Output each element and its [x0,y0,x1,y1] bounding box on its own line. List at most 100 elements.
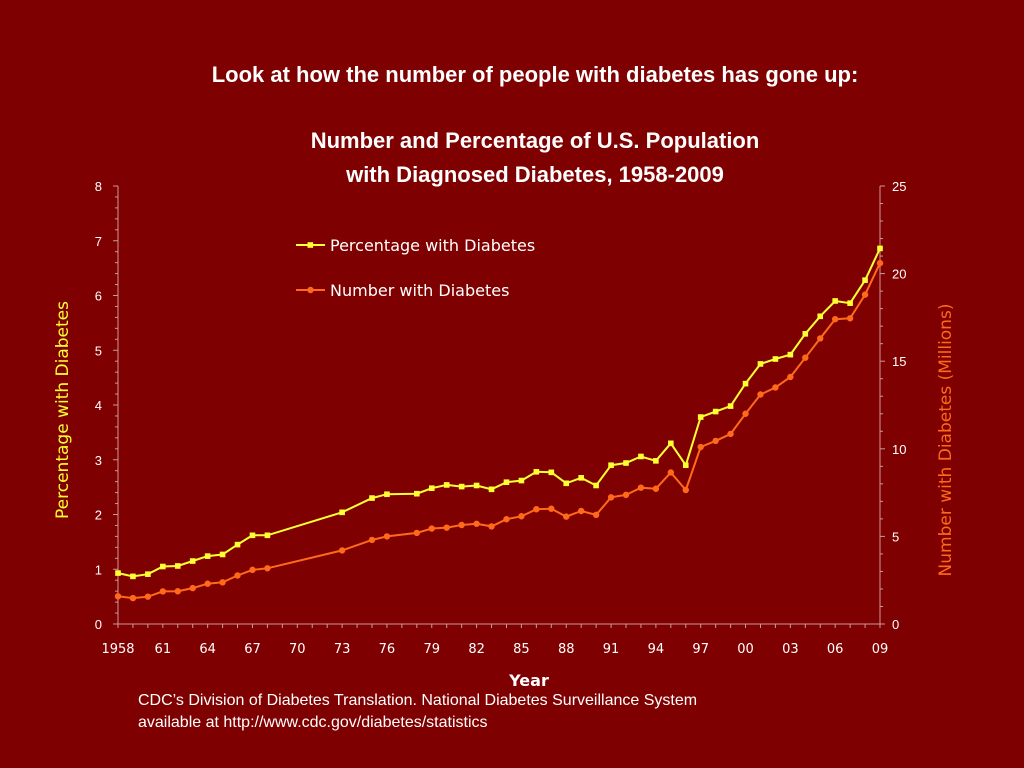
percentage-point [638,453,644,460]
left-tick-label: 8 [95,179,102,194]
source-citation: CDC’s Division of Diabetes Translation. … [138,690,697,734]
percentage-point [772,356,779,362]
x-tick-label: 85 [513,642,530,657]
x-tick-label: 06 [827,642,844,657]
x-tick-label: 03 [782,642,799,657]
number-point [443,524,450,531]
number-point [234,572,241,579]
chart-title-line2: with Diagnosed Diabetes, 1958-2009 [346,162,724,187]
left-tick-label: 6 [95,289,102,304]
right-axis-label: Number with Diabetes (Millions) [936,304,956,577]
left-axis-label: Percentage with Diabetes [53,301,73,519]
chart-legend: Percentage with Diabetes Number with Diab… [296,236,535,300]
number-point [518,513,525,520]
percentage-point [742,380,749,387]
x-tick-label: 70 [289,642,306,657]
number-point [682,486,689,494]
percentage-point [578,475,584,481]
percentage-point [817,313,824,320]
right-tick-label: 20 [892,267,906,282]
left-tick-label: 3 [95,453,102,468]
percentage-point [115,570,121,576]
percentage-point [473,482,480,489]
percentage-point [234,541,241,548]
percentage-point [563,480,570,487]
x-tick-label: 79 [423,642,440,657]
number-point [219,579,226,586]
legend-label: Percentage with Diabetes [330,236,535,255]
source-line-2: available at http://www.cdc.gov/diabetes… [138,714,488,731]
percentage-point [712,408,719,415]
percentage-point [862,277,868,283]
number-point [548,505,555,512]
percentage-point [189,558,196,564]
number-point [772,384,779,391]
percentage-point [548,469,555,476]
percentage-point [339,509,345,516]
number-point [697,443,704,451]
number-point [428,525,435,532]
number-point [368,536,376,544]
number-point [802,354,809,361]
x-tick-label: 94 [648,642,665,657]
number-point [667,469,675,476]
percentage-point [757,361,764,367]
number-point [876,259,884,267]
percentage-point [533,468,540,475]
x-tick-label: 09 [872,642,889,657]
number-point [533,506,540,513]
number-point [652,485,660,492]
left-tick-label: 1 [95,562,102,577]
percentage-point [204,553,211,559]
x-axis-label: Year [508,671,549,690]
number-point [607,494,615,501]
number-point [861,291,869,298]
percentage-point [414,490,420,497]
number-point [413,529,421,537]
percentage-point [727,403,734,409]
legend-label: Number with Diabetes [330,281,509,300]
x-tick-label: 67 [244,642,261,657]
percentage-point [623,460,629,466]
number-point [114,593,122,600]
source-line-1: CDC’s Division of Diabetes Translation. … [138,692,698,709]
percentage-point [264,532,271,539]
percentage-point [593,482,599,489]
percentage-point [697,414,704,420]
percentage-point [877,245,883,252]
number-point [144,593,152,600]
x-tick-label: 97 [692,642,709,657]
number-point [577,507,585,515]
number-point [831,315,839,323]
percentage-point [488,486,495,493]
number-point [592,511,600,519]
number-point [787,373,794,381]
x-tick-label: 88 [558,642,575,657]
x-tick-label: 1958 [101,642,134,657]
number-point [204,580,211,587]
right-tick-label: 0 [892,617,899,632]
percentage-point [503,479,510,485]
number-point [249,566,256,574]
percentage-point [145,571,151,577]
left-tick-label: 7 [95,234,102,249]
number-point [727,430,734,438]
number-point [338,547,346,554]
left-tick-label: 2 [95,508,102,523]
percentage-point [384,491,390,498]
number-point [742,410,749,417]
x-tick-label: 61 [155,642,172,657]
left-tick-label: 0 [95,617,102,632]
x-tick-label: 76 [379,642,396,657]
x-tick-label: 91 [603,642,620,657]
legend-marker [307,286,314,294]
percentage-point [832,298,838,304]
percentage-point [160,563,166,570]
number-point [503,516,510,523]
number-point [488,523,495,530]
percentage-point [608,462,614,469]
right-tick-label: 15 [892,354,906,369]
x-tick-label: 64 [199,642,216,657]
